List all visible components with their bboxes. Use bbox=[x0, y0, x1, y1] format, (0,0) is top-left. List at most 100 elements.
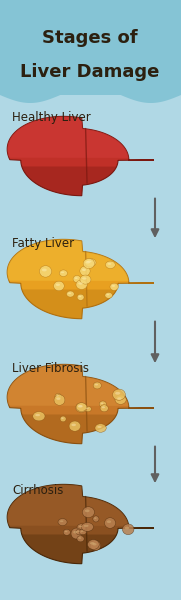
Ellipse shape bbox=[79, 296, 81, 297]
Ellipse shape bbox=[58, 518, 67, 526]
Ellipse shape bbox=[108, 263, 111, 265]
Ellipse shape bbox=[84, 525, 89, 527]
Ellipse shape bbox=[77, 536, 84, 542]
Ellipse shape bbox=[61, 418, 64, 419]
Ellipse shape bbox=[90, 542, 95, 544]
Ellipse shape bbox=[105, 518, 115, 529]
Ellipse shape bbox=[42, 269, 47, 271]
Ellipse shape bbox=[69, 421, 81, 431]
Ellipse shape bbox=[110, 283, 118, 290]
Ellipse shape bbox=[78, 405, 83, 407]
Ellipse shape bbox=[106, 294, 109, 295]
Ellipse shape bbox=[101, 403, 104, 404]
Ellipse shape bbox=[95, 424, 106, 432]
Text: Stages of: Stages of bbox=[42, 29, 138, 47]
Ellipse shape bbox=[78, 282, 83, 284]
Polygon shape bbox=[0, 0, 181, 103]
Ellipse shape bbox=[61, 272, 64, 273]
Ellipse shape bbox=[82, 269, 86, 271]
Ellipse shape bbox=[85, 259, 96, 266]
Text: Liver Damage: Liver Damage bbox=[20, 63, 160, 81]
Ellipse shape bbox=[93, 382, 101, 389]
Ellipse shape bbox=[125, 527, 129, 529]
Ellipse shape bbox=[60, 520, 64, 522]
Ellipse shape bbox=[78, 537, 81, 539]
Ellipse shape bbox=[56, 284, 60, 286]
Ellipse shape bbox=[80, 275, 91, 284]
Ellipse shape bbox=[71, 424, 76, 426]
Ellipse shape bbox=[115, 395, 126, 404]
Polygon shape bbox=[7, 116, 129, 158]
Polygon shape bbox=[22, 289, 117, 319]
Ellipse shape bbox=[99, 401, 106, 407]
Ellipse shape bbox=[122, 524, 134, 535]
Polygon shape bbox=[7, 239, 154, 319]
Ellipse shape bbox=[39, 266, 52, 277]
Polygon shape bbox=[7, 116, 154, 196]
Ellipse shape bbox=[81, 530, 84, 532]
Ellipse shape bbox=[115, 392, 120, 395]
Ellipse shape bbox=[75, 277, 78, 279]
Ellipse shape bbox=[76, 529, 83, 535]
Ellipse shape bbox=[83, 259, 95, 269]
Polygon shape bbox=[7, 484, 129, 526]
Ellipse shape bbox=[60, 416, 66, 422]
Polygon shape bbox=[7, 364, 154, 443]
Ellipse shape bbox=[90, 541, 101, 550]
Ellipse shape bbox=[85, 406, 91, 412]
Ellipse shape bbox=[106, 261, 115, 268]
Ellipse shape bbox=[55, 394, 62, 400]
Polygon shape bbox=[22, 535, 117, 563]
Ellipse shape bbox=[33, 412, 45, 421]
Ellipse shape bbox=[76, 403, 87, 412]
Ellipse shape bbox=[59, 270, 68, 277]
Ellipse shape bbox=[117, 397, 122, 400]
Text: Liver Fibrosis: Liver Fibrosis bbox=[12, 361, 89, 374]
Ellipse shape bbox=[97, 426, 102, 428]
Ellipse shape bbox=[56, 395, 59, 397]
Ellipse shape bbox=[81, 523, 93, 532]
Ellipse shape bbox=[85, 261, 90, 263]
Ellipse shape bbox=[94, 517, 96, 519]
Ellipse shape bbox=[77, 294, 84, 301]
Ellipse shape bbox=[95, 384, 98, 385]
Polygon shape bbox=[22, 415, 117, 443]
Ellipse shape bbox=[65, 531, 68, 532]
Ellipse shape bbox=[107, 520, 111, 523]
Ellipse shape bbox=[68, 293, 71, 294]
Ellipse shape bbox=[86, 408, 89, 409]
Text: Healthy Liver: Healthy Liver bbox=[12, 112, 91, 124]
Text: Cirrhosis: Cirrhosis bbox=[12, 484, 63, 497]
Ellipse shape bbox=[93, 516, 99, 522]
Ellipse shape bbox=[54, 395, 65, 406]
Ellipse shape bbox=[73, 275, 81, 283]
Ellipse shape bbox=[78, 405, 83, 407]
Ellipse shape bbox=[88, 539, 99, 550]
Ellipse shape bbox=[82, 277, 87, 280]
Ellipse shape bbox=[73, 531, 78, 533]
Ellipse shape bbox=[77, 530, 80, 532]
Ellipse shape bbox=[112, 285, 115, 287]
Polygon shape bbox=[7, 239, 129, 281]
Ellipse shape bbox=[92, 543, 97, 545]
Ellipse shape bbox=[87, 260, 91, 263]
Polygon shape bbox=[22, 166, 117, 196]
Ellipse shape bbox=[85, 509, 90, 512]
Polygon shape bbox=[7, 364, 129, 406]
Ellipse shape bbox=[100, 405, 108, 412]
Ellipse shape bbox=[80, 266, 90, 276]
Ellipse shape bbox=[79, 526, 82, 527]
Ellipse shape bbox=[67, 291, 74, 297]
Ellipse shape bbox=[76, 403, 87, 412]
Ellipse shape bbox=[79, 529, 87, 535]
Polygon shape bbox=[7, 484, 154, 563]
Ellipse shape bbox=[54, 281, 64, 291]
Bar bbox=[0, 0, 181, 95]
Ellipse shape bbox=[56, 397, 60, 400]
Text: Fatty Liver: Fatty Liver bbox=[12, 236, 74, 250]
Ellipse shape bbox=[76, 280, 87, 289]
Ellipse shape bbox=[35, 414, 40, 416]
Ellipse shape bbox=[102, 406, 105, 408]
Ellipse shape bbox=[71, 528, 82, 539]
Ellipse shape bbox=[105, 292, 112, 298]
